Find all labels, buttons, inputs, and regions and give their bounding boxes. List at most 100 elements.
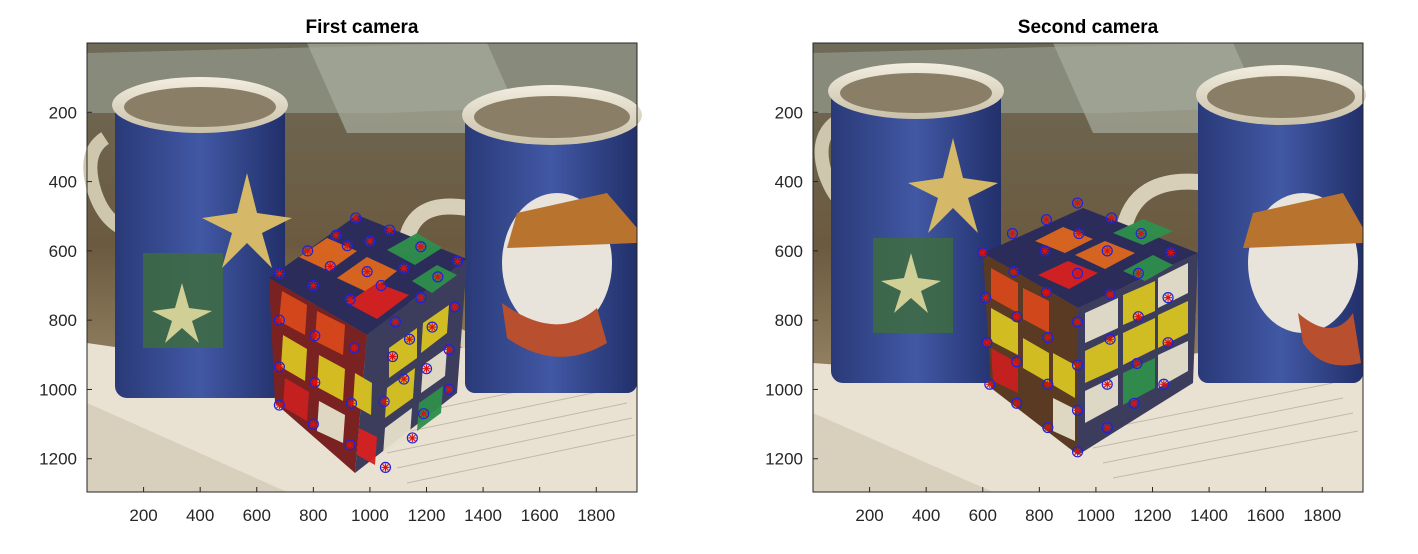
- cross-marker-stroke: [389, 353, 396, 360]
- circle-marker: [415, 241, 427, 253]
- circle-marker: [302, 245, 314, 257]
- data-point: [348, 342, 360, 354]
- circle-marker: [1162, 292, 1174, 304]
- data-point: [364, 235, 376, 247]
- circle-marker: [1071, 267, 1084, 279]
- data-point: [415, 292, 427, 304]
- y-tick-label: 1000: [39, 380, 77, 399]
- cross-marker-stroke: [400, 375, 408, 383]
- x-tick-label: 600: [243, 506, 271, 525]
- cross-marker-stroke: [1043, 289, 1050, 296]
- data-point: [1071, 446, 1084, 458]
- circle-marker: [1132, 267, 1144, 279]
- cross-marker-stroke: [986, 380, 994, 388]
- cross-marker-stroke: [346, 441, 354, 449]
- data-point: [1162, 292, 1174, 304]
- x-tick-label: 400: [912, 506, 940, 525]
- cross-marker-stroke: [1074, 318, 1081, 326]
- circle-marker: [398, 373, 410, 385]
- x-tick-label: 1600: [1247, 506, 1285, 525]
- circle-marker: [309, 376, 321, 389]
- x-tick-label: 400: [186, 506, 214, 525]
- marker-layer: [977, 197, 1177, 458]
- cross-marker-stroke: [1013, 313, 1021, 321]
- data-point: [1071, 316, 1084, 328]
- data-point: [1071, 359, 1084, 371]
- data-point: [979, 292, 992, 304]
- cross-marker-stroke: [1134, 313, 1142, 321]
- data-point: [378, 395, 390, 408]
- circle-marker: [375, 279, 387, 292]
- circle-marker: [977, 247, 989, 259]
- cross-marker-stroke: [406, 335, 413, 343]
- cross-marker-stroke: [380, 398, 388, 405]
- cross-marker-stroke: [350, 344, 358, 352]
- y-tick-label: 400: [775, 173, 803, 192]
- data-point: [1165, 247, 1177, 259]
- x-tick-label: 800: [1025, 506, 1053, 525]
- x-tick-label: 1600: [521, 506, 559, 525]
- x-tick-label: 1800: [577, 506, 615, 525]
- data-point: [1101, 421, 1113, 434]
- circle-marker: [345, 397, 358, 409]
- cross-marker-stroke: [382, 464, 389, 471]
- data-point: [1132, 311, 1144, 323]
- data-point: [1006, 227, 1019, 240]
- data-point: [1042, 421, 1054, 434]
- circle-marker: [1042, 421, 1054, 434]
- y-tick-label: 1200: [39, 450, 77, 469]
- circle-marker: [350, 212, 362, 224]
- circle-marker: [378, 395, 390, 408]
- data-point: [1105, 212, 1118, 224]
- data-point: [345, 397, 358, 409]
- cross-marker-stroke: [417, 294, 425, 302]
- data-point: [977, 247, 989, 259]
- cross-marker-stroke: [309, 282, 317, 289]
- data-point: [1039, 245, 1051, 257]
- data-point: [418, 408, 430, 420]
- circle-marker: [1042, 378, 1054, 390]
- data-point: [307, 418, 319, 430]
- data-point: [386, 350, 399, 363]
- data-point: [406, 432, 418, 444]
- circle-marker: [1132, 311, 1144, 323]
- data-point: [443, 383, 455, 396]
- cross-marker-stroke: [1044, 334, 1052, 341]
- data-point: [273, 314, 285, 326]
- cross-marker-stroke: [352, 214, 360, 222]
- cross-marker-stroke: [428, 323, 436, 331]
- data-point: [403, 333, 416, 345]
- circle-marker: [1071, 197, 1084, 209]
- cross-marker-stroke: [1134, 270, 1142, 277]
- data-point: [273, 399, 285, 411]
- cross-marker-stroke: [363, 268, 371, 276]
- circle-marker: [348, 342, 360, 354]
- cross-marker-stroke: [1106, 335, 1114, 343]
- circle-marker: [449, 301, 461, 313]
- data-point: [361, 266, 373, 278]
- cross-marker-stroke: [1133, 360, 1141, 367]
- data-point: [341, 240, 353, 252]
- y-tick-label: 600: [775, 242, 803, 261]
- cross-marker-stroke: [1137, 230, 1145, 237]
- circle-marker: [1011, 356, 1023, 368]
- cross-marker-stroke: [1164, 294, 1172, 302]
- data-point: [1104, 288, 1116, 300]
- circle-marker: [1104, 333, 1116, 345]
- circle-marker: [273, 267, 285, 279]
- x-tick-label: 800: [299, 506, 327, 525]
- data-point: [420, 363, 433, 375]
- cross-marker-stroke: [1103, 424, 1111, 431]
- data-point: [344, 293, 356, 305]
- circle-marker: [1131, 357, 1143, 370]
- x-tick-label: 1000: [1077, 506, 1115, 525]
- cross-marker-stroke: [400, 264, 408, 272]
- axes-box: [812, 42, 1364, 493]
- data-point: [273, 361, 285, 373]
- circle-marker: [273, 361, 285, 373]
- cross-marker-stroke: [1108, 214, 1115, 222]
- circle-marker: [307, 279, 319, 292]
- circle-marker: [418, 408, 430, 420]
- y-tick-label: 200: [775, 103, 803, 122]
- circle-marker: [330, 229, 342, 241]
